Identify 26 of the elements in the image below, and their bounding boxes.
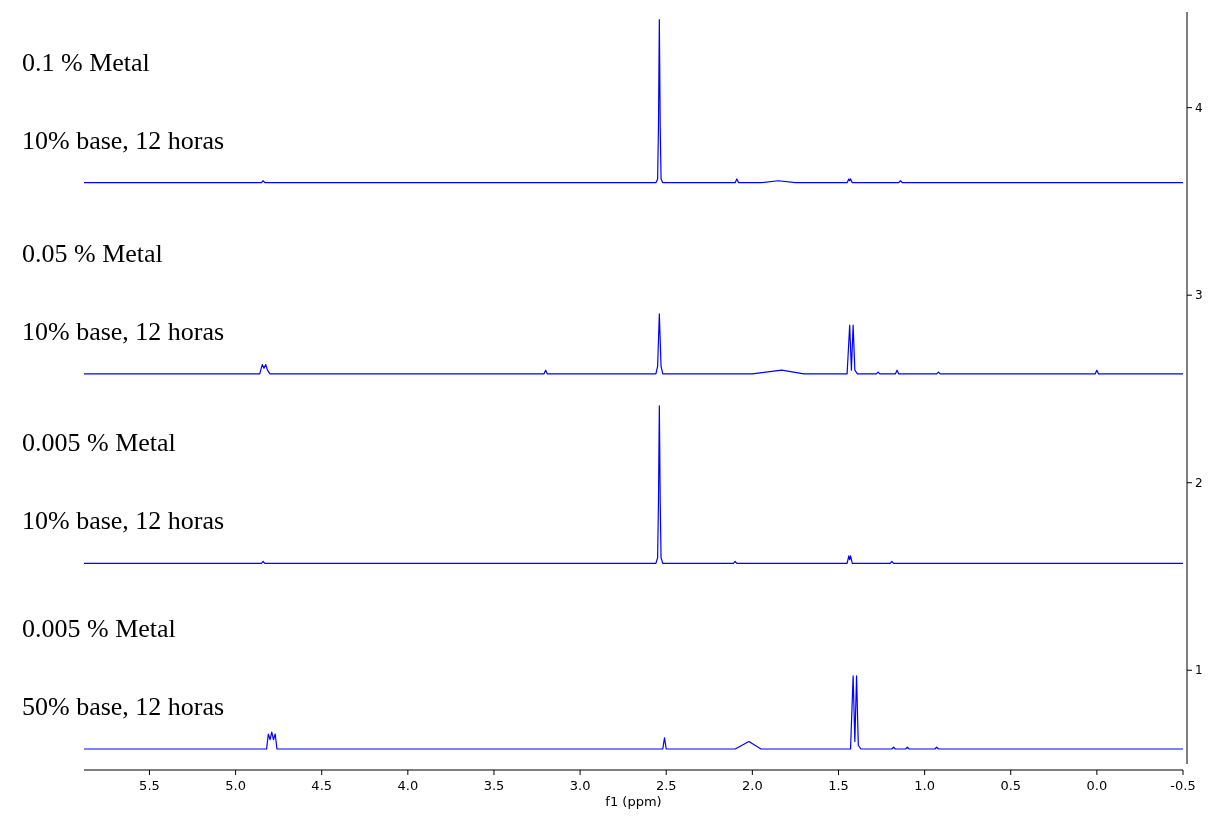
x-tick-label: 4.0 bbox=[397, 778, 419, 793]
y-tick-label: 1 bbox=[1195, 663, 1203, 678]
x-axis-title: f1 (ppm) bbox=[605, 794, 662, 809]
annotation: 0.005 % Metal bbox=[22, 428, 176, 458]
x-tick-label: 3.5 bbox=[483, 778, 505, 793]
annotation: 0.1 % Metal bbox=[22, 47, 150, 77]
x-tick-label: 0.5 bbox=[1000, 778, 1022, 793]
x-tick-label: -0.5 bbox=[1170, 778, 1196, 793]
x-tick-label: 5.0 bbox=[225, 778, 246, 793]
y-tick-label: 4 bbox=[1195, 100, 1203, 115]
annotation: 0.05 % Metal bbox=[22, 238, 163, 268]
x-tick-label: 2.5 bbox=[655, 778, 677, 793]
x-tick-label: 5.5 bbox=[139, 778, 160, 793]
x-tick-label: 2.0 bbox=[742, 778, 763, 793]
y-tick-label: 3 bbox=[1195, 288, 1203, 303]
x-tick-label: 4.5 bbox=[311, 778, 333, 793]
annotation: 10% base, 12 horas bbox=[22, 506, 225, 536]
annotation: 50% base, 12 horas bbox=[22, 692, 225, 721]
x-tick-label: 1.5 bbox=[828, 778, 849, 793]
x-tick-label: 1.0 bbox=[914, 778, 935, 793]
annotation: 0.005 % Metal bbox=[22, 614, 176, 643]
x-tick-label: 3.0 bbox=[569, 778, 591, 793]
x-tick-label: 0.0 bbox=[1086, 778, 1108, 793]
annotation: 10% base, 12 horas bbox=[22, 125, 225, 155]
y-tick-label: 2 bbox=[1195, 475, 1203, 490]
annotation: 10% base, 12 horas bbox=[22, 316, 225, 346]
